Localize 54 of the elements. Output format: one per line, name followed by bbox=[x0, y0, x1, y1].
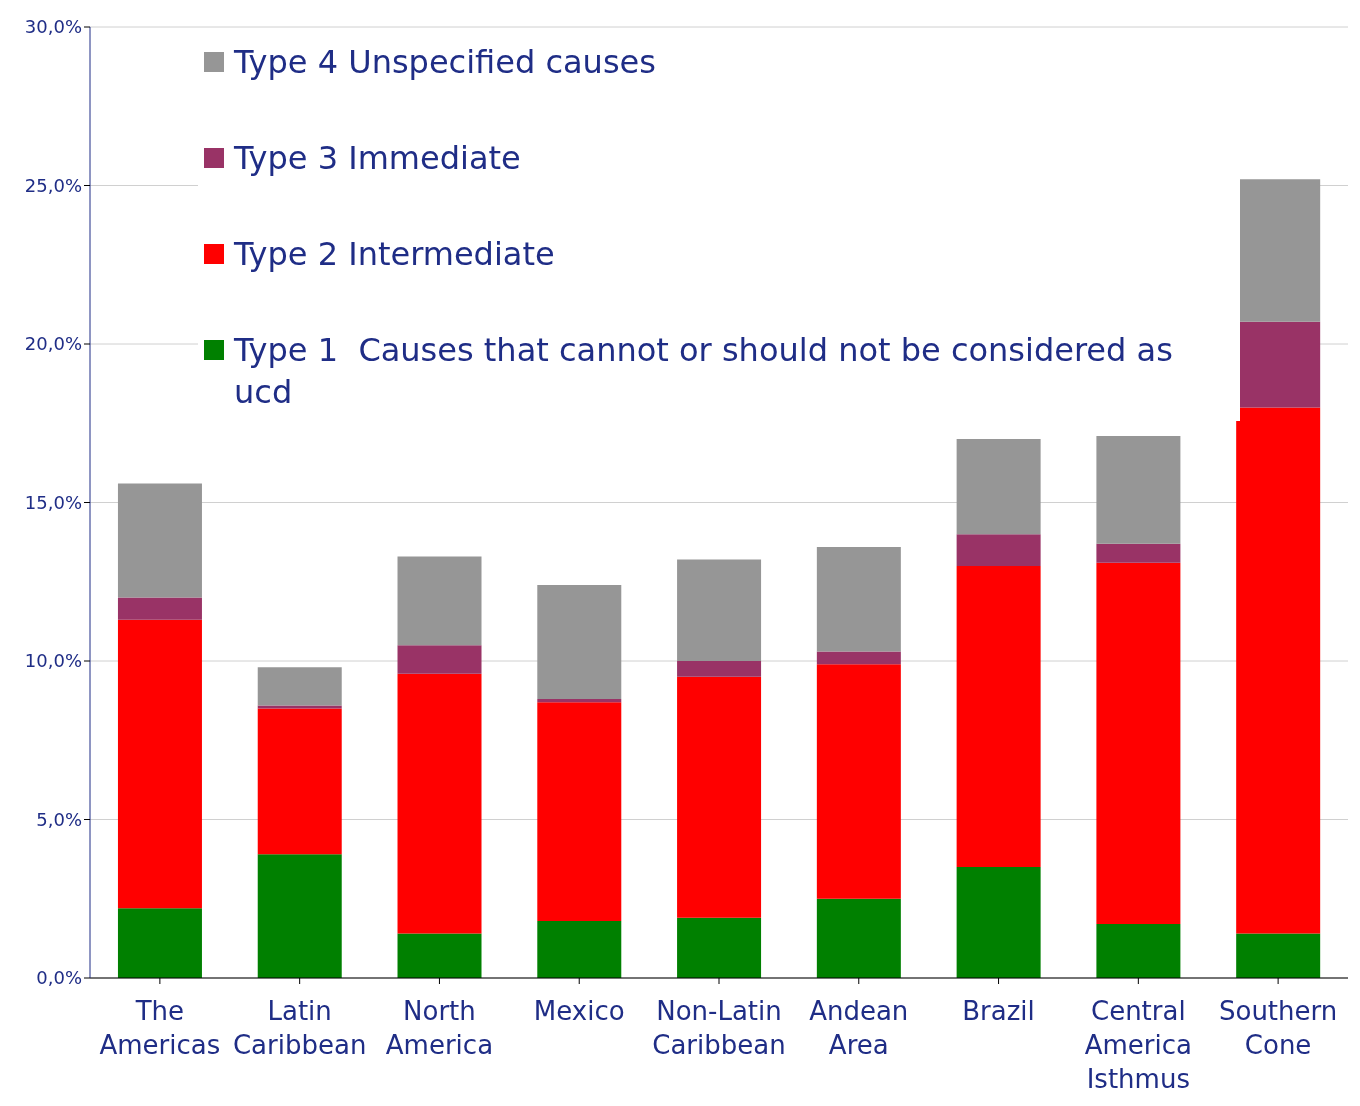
y-tick-label: 15,0% bbox=[24, 491, 82, 513]
x-tick-label: Southern Cone bbox=[1218, 996, 1338, 1060]
bar bbox=[257, 708, 342, 855]
bar bbox=[1096, 924, 1181, 978]
bar bbox=[1236, 407, 1321, 934]
bar bbox=[677, 676, 762, 918]
x-tick-label: North America bbox=[385, 996, 494, 1060]
bar bbox=[956, 565, 1041, 868]
bar bbox=[677, 559, 762, 661]
bar bbox=[677, 917, 762, 978]
bar bbox=[956, 534, 1041, 566]
bar bbox=[816, 898, 901, 978]
bar bbox=[816, 546, 901, 652]
legend-label: Type 1 Causes that cannot or should not be considered as ucd bbox=[234, 330, 1174, 413]
bar bbox=[1096, 543, 1181, 563]
legend-label: Type 2 Intermediate bbox=[234, 234, 555, 275]
bar bbox=[257, 705, 342, 709]
bar bbox=[956, 867, 1041, 978]
y-tick-label: 0,0% bbox=[36, 967, 82, 989]
x-tick-label: Mexico bbox=[533, 996, 625, 1026]
bar bbox=[397, 933, 482, 978]
bar bbox=[1096, 562, 1181, 925]
bar bbox=[1236, 933, 1321, 978]
bar bbox=[537, 699, 622, 703]
x-tick-label: Andean Area bbox=[809, 996, 909, 1060]
bar bbox=[117, 483, 202, 598]
bar bbox=[397, 645, 482, 674]
bar bbox=[956, 439, 1041, 535]
x-tick-label: Non-Latin Caribbean bbox=[652, 996, 786, 1060]
y-tick-label: 10,0% bbox=[24, 650, 82, 672]
legend-label: Type 3 Immediate bbox=[234, 138, 521, 179]
bar bbox=[1096, 435, 1181, 544]
y-tick-label: 5,0% bbox=[36, 808, 82, 830]
y-tick-label: 20,0% bbox=[24, 333, 82, 355]
y-tick-label: 25,0% bbox=[24, 174, 82, 196]
bar bbox=[257, 667, 342, 706]
bar bbox=[537, 584, 622, 700]
x-tick-label: Latin Caribbean bbox=[232, 996, 367, 1060]
bar bbox=[117, 908, 202, 978]
bar bbox=[117, 597, 202, 620]
bar bbox=[397, 673, 482, 934]
bar bbox=[816, 651, 901, 665]
bar bbox=[677, 661, 762, 677]
bar bbox=[117, 619, 202, 909]
y-tick-label: 30,0% bbox=[24, 16, 82, 38]
legend-label: Type 4 Unspecified causes bbox=[234, 42, 656, 83]
bar bbox=[257, 854, 342, 978]
x-tick-label: Brazil bbox=[962, 996, 1035, 1026]
x-tick-label: The Americas bbox=[99, 996, 221, 1060]
bar bbox=[537, 920, 622, 978]
bar bbox=[397, 556, 482, 646]
x-tick-label: Central America Isthmus bbox=[1084, 996, 1192, 1094]
bar bbox=[537, 702, 622, 921]
bar bbox=[816, 664, 901, 899]
